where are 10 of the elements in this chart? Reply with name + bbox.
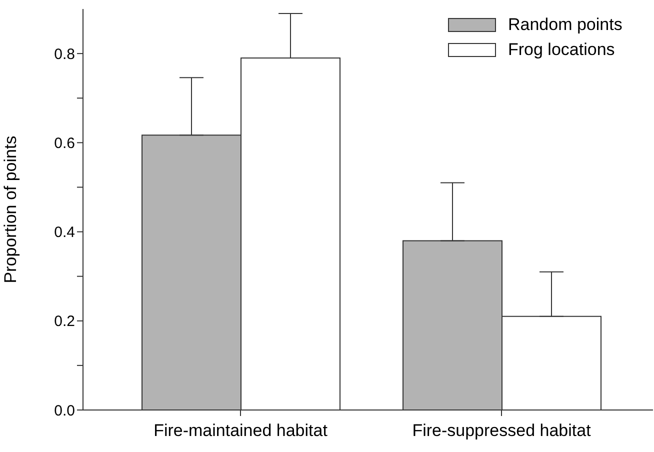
x-tick-label: Fire-suppressed habitat: [412, 421, 592, 440]
y-tick-label: 0.4: [54, 224, 75, 242]
x-tick-label: Fire-maintained habitat: [154, 421, 328, 440]
y-tick-label: 0.8: [54, 46, 75, 63]
y-tick-label: 0.2: [54, 313, 75, 330]
y-axis-title: Proportion of points: [1, 136, 20, 284]
legend-label: Random points: [508, 14, 622, 34]
y-tick-label: 0.6: [54, 134, 75, 152]
y-tick-label: 0.0: [54, 402, 75, 420]
legend-label: Frog locations: [508, 40, 615, 60]
